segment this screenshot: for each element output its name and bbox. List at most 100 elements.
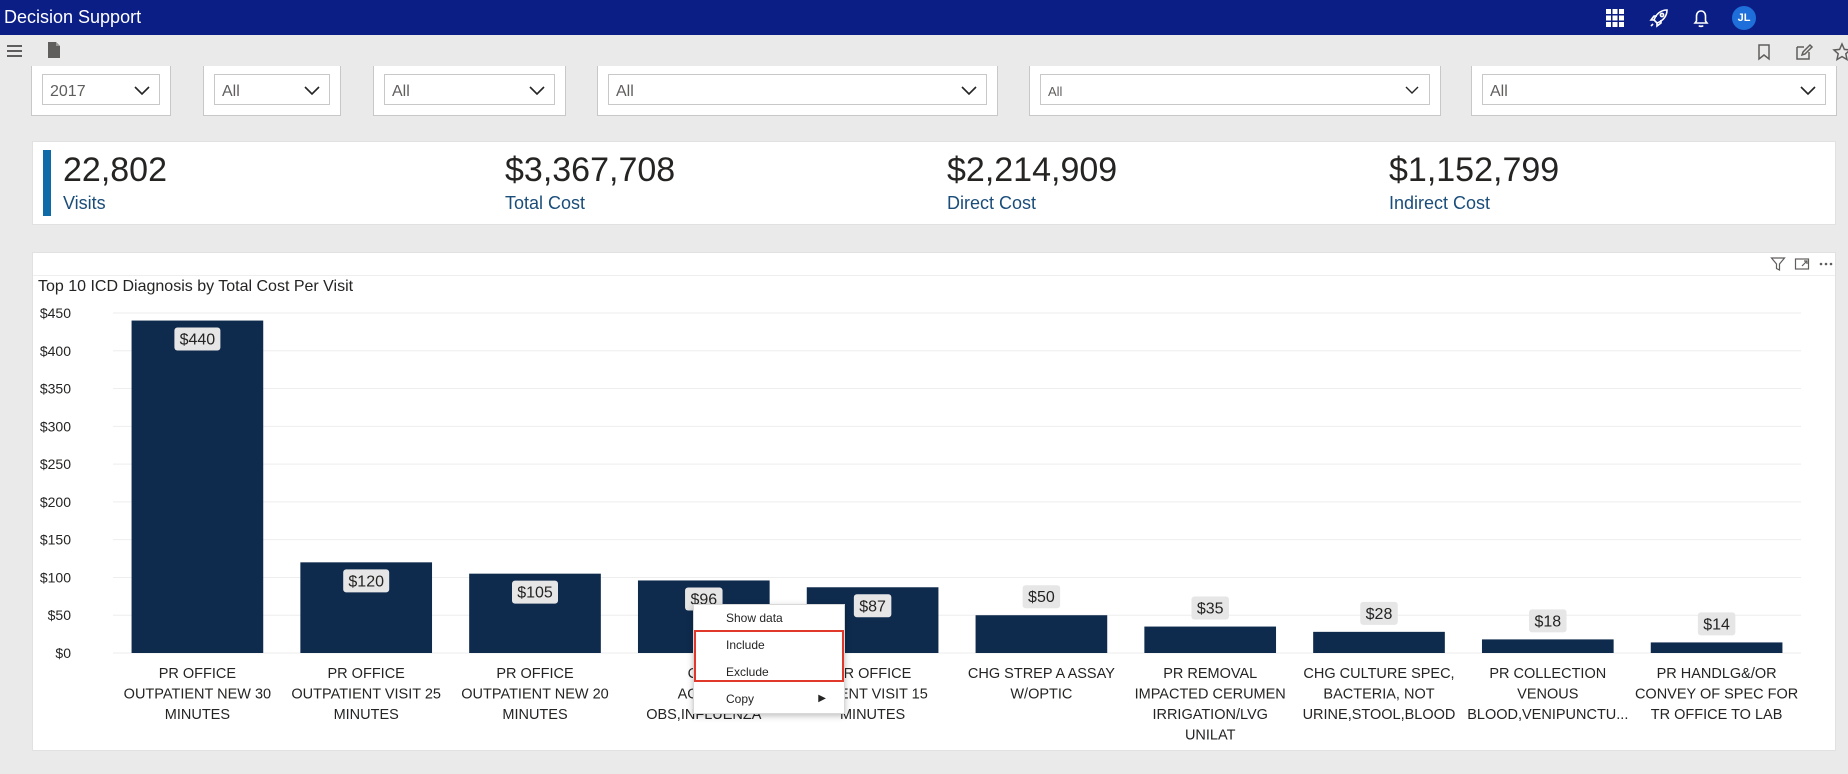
- bar-chart-visual[interactable]: Top 10 ICD Diagnosis by Total Cost Per V…: [32, 252, 1836, 751]
- kpi-card: 22,802 Visits $3,367,708 Total Cost $2,2…: [32, 141, 1836, 225]
- bookmark-icon[interactable]: [1754, 42, 1774, 62]
- app-title[interactable]: Decision Support: [4, 7, 142, 27]
- top-navigation-bar: Decision Support JL: [0, 0, 1848, 35]
- x-tick-label: CHG STREP A ASSAY: [968, 666, 1115, 682]
- x-tick-label: IMPACTED CERUMEN: [1135, 687, 1286, 703]
- bar: [1144, 626, 1277, 653]
- kpi-direct-cost[interactable]: $2,214,909 Direct Cost: [947, 150, 1117, 214]
- filter-dropdown-3[interactable]: All: [384, 74, 555, 105]
- x-tick-label: MINUTES: [165, 707, 230, 723]
- data-label-bg: [1191, 596, 1229, 620]
- chevron-down-icon: [1405, 86, 1419, 94]
- year-dropdown-value: 2017: [50, 83, 86, 100]
- kpi-indirect-cost[interactable]: $1,152,799 Indirect Cost: [1389, 150, 1559, 214]
- x-tick-label: OUTPATIENT NEW 30: [124, 687, 271, 703]
- kpi-value: $2,214,909: [947, 151, 1118, 189]
- filter-dropdown-5[interactable]: All: [1040, 74, 1430, 105]
- y-tick-label: $450: [40, 305, 71, 321]
- menu-item-copy[interactable]: Copy ▶: [694, 686, 844, 712]
- chart-title: Top 10 ICD Diagnosis by Total Cost Per V…: [38, 278, 354, 295]
- data-label: $120: [348, 573, 384, 590]
- data-label-bg: [853, 594, 892, 618]
- data-label-bg: [1360, 601, 1398, 625]
- filter-dropdown-6[interactable]: All: [1482, 74, 1826, 105]
- y-tick-label: $200: [40, 494, 71, 510]
- bar: [975, 615, 1108, 653]
- user-avatar[interactable]: JL: [1732, 6, 1756, 30]
- menu-item-include[interactable]: Include: [694, 632, 844, 658]
- filter-dropdown-value: All: [222, 83, 240, 100]
- filter-dropdown-value: All: [392, 83, 410, 100]
- x-tick-label: OUTPATIENT NEW 20: [461, 687, 608, 703]
- kpi-label: Direct Cost: [947, 193, 1037, 213]
- kpi-total-cost[interactable]: $3,367,708 Total Cost: [505, 150, 675, 214]
- data-label-bg: [1529, 609, 1567, 633]
- app-grid-icon[interactable]: [1604, 7, 1626, 29]
- page-icon[interactable]: [44, 40, 64, 60]
- focus-mode-icon[interactable]: [1794, 256, 1810, 272]
- menu-item-label: Copy: [726, 692, 755, 706]
- filter-dropdown-4[interactable]: All: [608, 74, 987, 105]
- x-tick-label: MINUTES: [840, 707, 905, 723]
- x-tick-label: BACTERIA, NOT: [1323, 687, 1434, 703]
- visual-header: [33, 253, 1835, 276]
- kpi-label: Visits: [63, 193, 106, 213]
- data-label: $14: [1703, 616, 1730, 633]
- x-tick-label: W/OPTIC: [1010, 687, 1072, 703]
- x-tick-label: VENOUS: [1517, 687, 1578, 703]
- x-tick-label: TR OFFICE TO LAB: [1651, 707, 1783, 723]
- hamburger-menu-icon[interactable]: [5, 41, 25, 61]
- data-label: $105: [517, 585, 553, 602]
- slicer-2: All: [203, 66, 341, 116]
- bar: [1650, 642, 1783, 653]
- x-tick-label: PR COLLECTION: [1489, 666, 1606, 682]
- chevron-down-icon: [134, 86, 150, 96]
- chevron-down-icon: [529, 86, 545, 96]
- menu-item-exclude[interactable]: Exclude: [694, 659, 844, 685]
- data-label: $35: [1197, 601, 1224, 618]
- data-label-bg: [1022, 585, 1061, 609]
- rocket-icon[interactable]: [1648, 7, 1670, 29]
- x-tick-label: PR HANDLG&/OR: [1657, 666, 1777, 682]
- data-label: $87: [859, 598, 886, 615]
- x-tick-label: PR OFFICE: [328, 666, 406, 682]
- kpi-label: Indirect Cost: [1389, 193, 1491, 213]
- kpi-value: $3,367,708: [505, 151, 676, 189]
- x-tick-label: MINUTES: [334, 707, 399, 723]
- x-tick-label: OUTPATIENT VISIT 25: [291, 687, 441, 703]
- x-tick-label: PR REMOVAL: [1163, 666, 1257, 682]
- menu-item-show-data[interactable]: Show data: [694, 605, 844, 631]
- y-tick-label: $350: [40, 381, 71, 397]
- chevron-down-icon: [1800, 86, 1816, 96]
- bell-icon[interactable]: [1690, 7, 1712, 29]
- y-tick-label: $100: [40, 569, 71, 585]
- y-tick-label: $0: [55, 645, 71, 661]
- kpi-label: Total Cost: [505, 193, 586, 213]
- x-tick-label: BLOOD,VENIPUNCTU...: [1467, 707, 1628, 723]
- data-label: $440: [180, 332, 216, 349]
- edit-icon[interactable]: [1794, 42, 1814, 62]
- x-tick-label: PR OFFICE: [834, 666, 912, 682]
- y-tick-label: $250: [40, 456, 71, 472]
- filter-dropdown-value: All: [616, 83, 634, 100]
- filter-icon[interactable]: [1770, 256, 1786, 272]
- x-tick-label: CONVEY OF SPEC FOR: [1635, 687, 1798, 703]
- chevron-down-icon: [961, 86, 977, 96]
- filter-dropdown-2[interactable]: All: [214, 74, 330, 105]
- y-tick-label: $400: [40, 343, 71, 359]
- x-tick-label: UNILAT: [1185, 728, 1236, 744]
- year-dropdown[interactable]: 2017: [42, 74, 160, 105]
- x-tick-label: PR OFFICE: [159, 666, 237, 682]
- star-icon[interactable]: [1832, 42, 1848, 62]
- kpi-value: 22,802: [63, 151, 167, 189]
- data-label-bg: [1697, 612, 1736, 636]
- slicer-5: All: [1029, 66, 1441, 116]
- more-options-icon[interactable]: [1818, 256, 1834, 272]
- kpi-value: $1,152,799: [1389, 151, 1560, 189]
- context-menu: Show data Include Exclude Copy ▶: [693, 604, 845, 714]
- data-label-bg: [343, 569, 390, 593]
- data-label: $18: [1534, 613, 1561, 630]
- kpi-visits[interactable]: 22,802 Visits: [63, 150, 167, 214]
- bar: [131, 320, 264, 653]
- slicer-4: All: [597, 66, 998, 116]
